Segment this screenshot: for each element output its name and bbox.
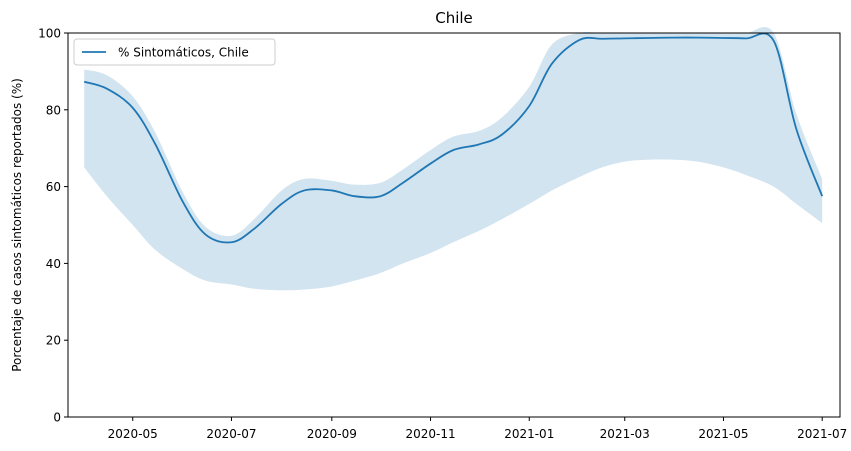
x-tick-label: 2021-07 bbox=[797, 427, 847, 441]
chart-title: Chile bbox=[435, 9, 473, 27]
x-tick-label: 2020-09 bbox=[307, 427, 357, 441]
confidence-band bbox=[84, 27, 823, 291]
y-axis-label: Porcentaje de casos sintomáticos reporta… bbox=[10, 78, 24, 372]
x-tick-label: 2020-05 bbox=[108, 427, 158, 441]
y-axis: 0 20 40 60 80 100 bbox=[38, 27, 68, 425]
x-tick-label: 2021-01 bbox=[504, 427, 554, 441]
x-axis: 2020-05 2020-07 2020-09 2020-11 2021-01 2021-… bbox=[108, 417, 847, 441]
y-tick-label: 100 bbox=[38, 27, 61, 41]
x-tick-label: 2020-11 bbox=[405, 427, 455, 441]
legend: % Sintomáticos, Chile bbox=[73, 38, 276, 66]
legend-box bbox=[73, 38, 276, 66]
series-line bbox=[83, 32, 824, 244]
confidence-band-area bbox=[84, 27, 823, 291]
y-tick-label: 20 bbox=[46, 334, 61, 348]
legend-label: % Sintomáticos, Chile bbox=[118, 46, 249, 60]
y-tick-label: 40 bbox=[46, 257, 61, 271]
y-tick-label: 60 bbox=[46, 180, 61, 194]
y-tick-label: 0 bbox=[53, 411, 61, 425]
x-tick-label: 2020-07 bbox=[206, 427, 256, 441]
x-tick-label: 2021-03 bbox=[600, 427, 650, 441]
series-line-group bbox=[83, 32, 824, 244]
x-tick-label: 2021-05 bbox=[698, 427, 748, 441]
y-tick-label: 80 bbox=[46, 103, 61, 117]
plot-frame bbox=[67, 32, 841, 418]
